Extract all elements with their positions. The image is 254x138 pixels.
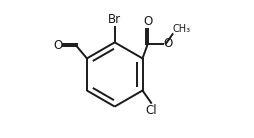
Text: O: O (143, 15, 152, 28)
Text: O: O (164, 37, 173, 50)
Text: CH₃: CH₃ (173, 24, 191, 34)
Text: Cl: Cl (146, 104, 157, 116)
Text: O: O (53, 39, 62, 52)
Text: Br: Br (108, 13, 121, 26)
